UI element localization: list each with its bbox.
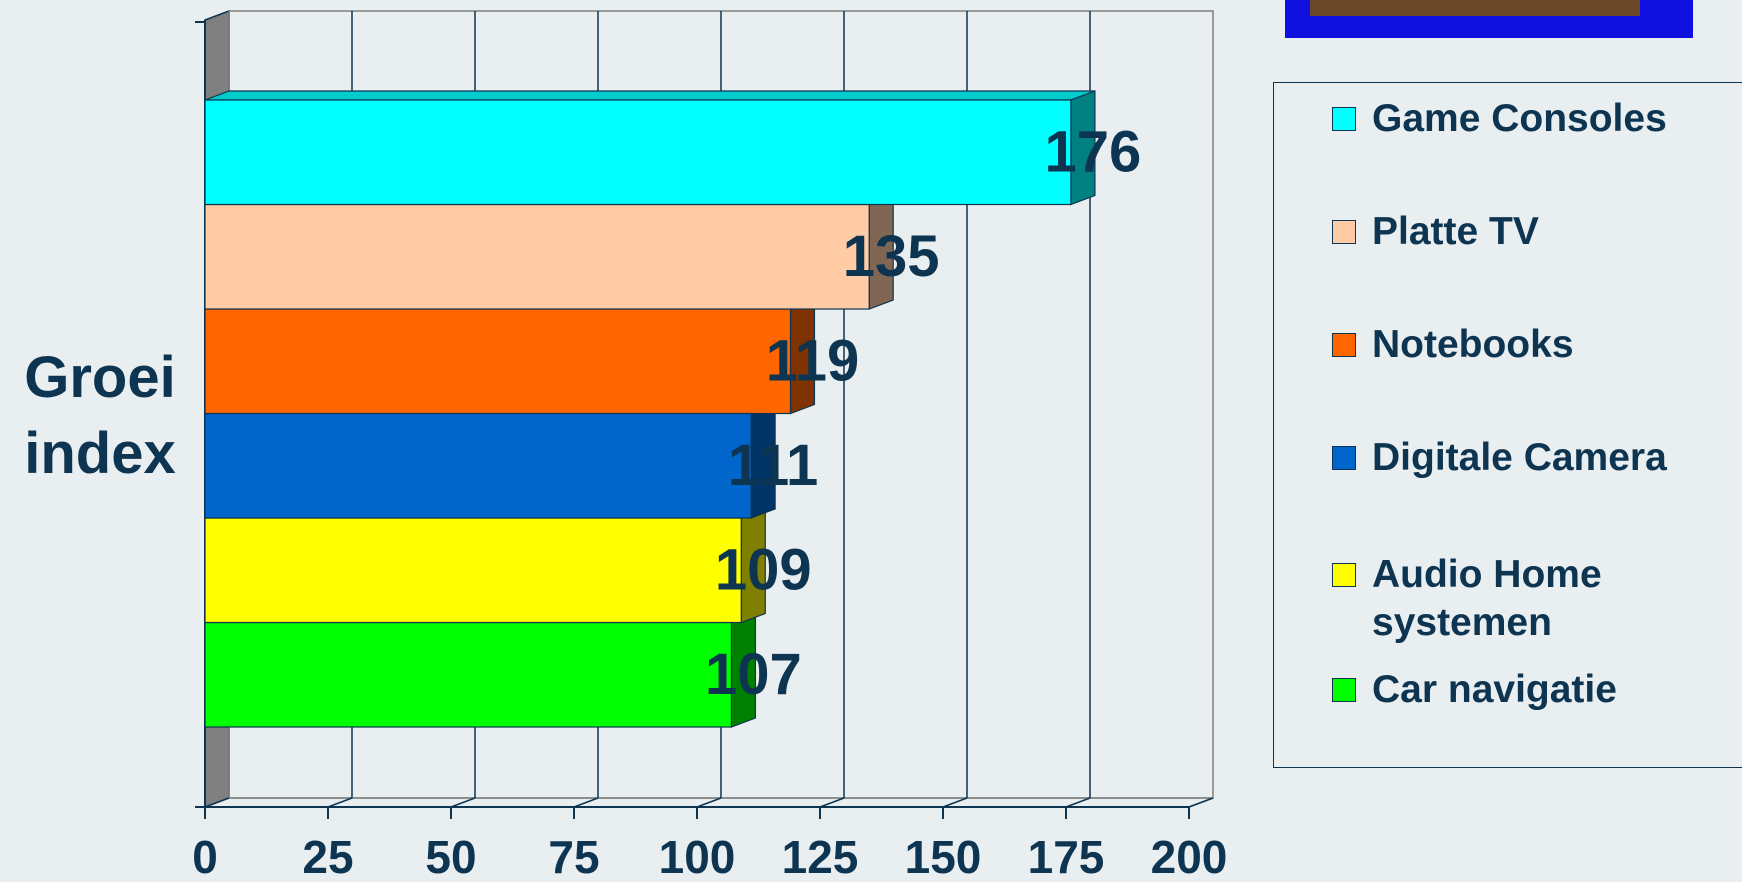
legend-swatch	[1332, 678, 1356, 702]
floor-grid-line	[1188, 797, 1214, 808]
legend-label: Platte TV	[1372, 210, 1539, 253]
legend-item: Notebooks	[1332, 321, 1742, 369]
floor-grid-line	[450, 797, 476, 808]
bar-group	[204, 90, 1096, 206]
floor-grid-line	[573, 797, 599, 808]
legend-label: Audio Home systemen	[1372, 553, 1602, 644]
bar	[204, 99, 1072, 206]
bar-group	[204, 299, 816, 415]
value-label: 119	[766, 329, 860, 394]
value-label: 107	[705, 642, 802, 707]
legend-item: Audio Home systemen	[1332, 551, 1742, 647]
x-tick-label: 125	[782, 831, 859, 882]
legend-item: Digitale Camera	[1332, 434, 1742, 482]
legend-swatch	[1332, 107, 1356, 131]
floor-grid-line	[1065, 797, 1091, 808]
x-tick-label: 75	[548, 831, 599, 882]
bar	[204, 517, 742, 624]
legend-item: Car navigatie	[1332, 666, 1742, 714]
legend-swatch	[1332, 563, 1356, 587]
legend-label: Car navigatie	[1372, 668, 1617, 711]
legend-swatch	[1332, 446, 1356, 470]
bar	[204, 203, 870, 310]
x-tick-label: 200	[1151, 831, 1228, 882]
y-axis-label: Groei index	[24, 345, 176, 486]
bar	[204, 308, 792, 415]
value-label: 111	[728, 433, 818, 498]
bar-group	[204, 508, 766, 624]
x-tick-label: 50	[425, 831, 476, 882]
bar	[204, 621, 733, 728]
legend-label: Notebooks	[1372, 323, 1574, 366]
picture-detail	[1310, 0, 1640, 16]
bar-group	[204, 194, 894, 310]
floor-grid-line	[819, 797, 845, 808]
floor-grid-line	[327, 797, 353, 808]
bar-top	[204, 90, 1096, 101]
legend: Game Consoles Platte TV Notebooks Digitale …	[1273, 82, 1742, 768]
legend-label: Digitale Camera	[1372, 436, 1667, 479]
x-tick-label: 0	[192, 831, 218, 882]
bar-group	[204, 612, 757, 728]
legend-item: Platte TV	[1332, 208, 1742, 256]
floor-grid-line	[942, 797, 968, 808]
x-tick-label: 25	[302, 831, 353, 882]
x-tick-label: 150	[905, 831, 982, 882]
bar	[204, 412, 752, 519]
legend-swatch	[1332, 333, 1356, 357]
floor-grid-line	[696, 797, 722, 808]
value-label: 176	[1045, 120, 1142, 185]
x-tick-label: 100	[659, 831, 736, 882]
x-tick-label: 175	[1028, 831, 1105, 882]
floor-grid-line	[204, 797, 230, 808]
value-label: 135	[843, 224, 940, 289]
value-label: 109	[715, 538, 812, 603]
legend-label: Game Consoles	[1372, 97, 1667, 140]
legend-item: Game Consoles	[1332, 95, 1742, 143]
bar-group	[204, 403, 776, 519]
legend-swatch	[1332, 220, 1356, 244]
